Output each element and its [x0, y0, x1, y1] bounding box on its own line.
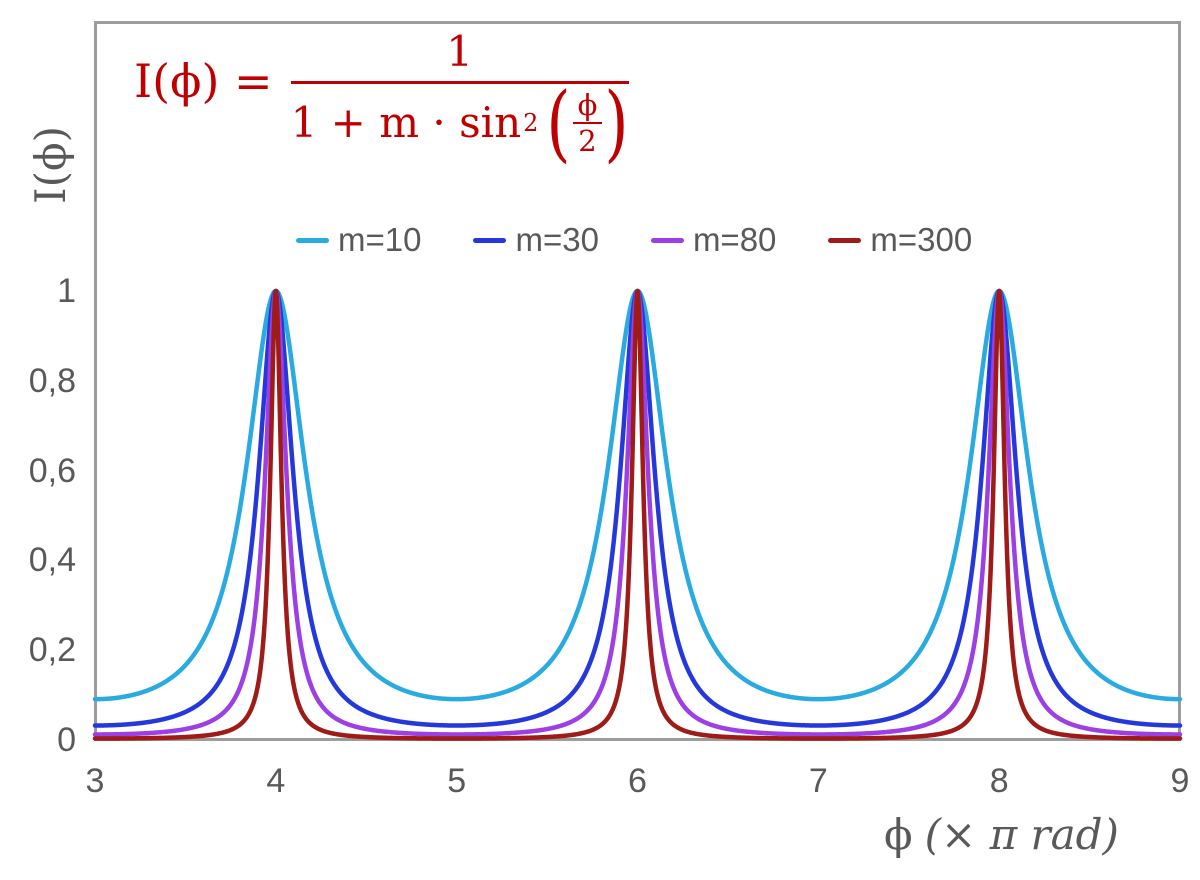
curve-m300 — [92, 288, 1183, 741]
x-tick-label: 9 — [1170, 762, 1190, 800]
formula-inner-fraction: ϕ 2 — [572, 89, 603, 158]
inner-numerator: ϕ — [572, 89, 603, 124]
legend-item-m30: m=30 — [473, 221, 599, 258]
formula-lhs: I(ϕ) = — [134, 54, 273, 108]
y-tick-label: 1 — [57, 272, 76, 310]
curve-m30 — [92, 288, 1183, 728]
legend-label: m=30 — [515, 221, 599, 258]
legend-item-m300: m=300 — [828, 222, 972, 258]
curve-m80 — [92, 288, 1183, 737]
formula-annotation: I(ϕ) = 1 1 + m · sin 2 ( ϕ 2 ) — [134, 27, 629, 172]
formula-numerator: 1 — [446, 27, 473, 76]
open-paren: ( — [546, 73, 571, 172]
formula-denominator: 1 + m · sin 2 ( ϕ 2 ) — [290, 73, 629, 172]
x-axis-title-unit: (× π rad) — [924, 810, 1119, 859]
y-axis-title: I(ϕ) — [25, 126, 75, 204]
legend-marker-icon — [828, 237, 862, 243]
y-tick-label: 0,8 — [28, 361, 76, 400]
curve-group — [92, 288, 1183, 741]
legend: m=10 m=30 m=80 m=300 — [296, 222, 972, 258]
y-tick-label: 0,6 — [28, 451, 76, 490]
x-tick-label: 6 — [628, 762, 647, 800]
formula-fraction: 1 1 + m · sin 2 ( ϕ 2 ) — [290, 27, 629, 172]
x-axis-title: ϕ (× π rad) — [884, 810, 1119, 859]
legend-item-m10: m=10 — [296, 222, 421, 258]
y-tick-label: 0,4 — [28, 541, 76, 580]
inner-denominator: 2 — [578, 124, 597, 158]
legend-label: m=10 — [338, 221, 422, 258]
x-tick-label: 7 — [808, 762, 828, 800]
plot-frame — [94, 21, 1181, 741]
x-tick-label: 4 — [266, 762, 286, 800]
x-tick-label: 8 — [989, 762, 1009, 800]
legend-marker-icon — [650, 237, 684, 243]
x-tick-label: 5 — [447, 762, 467, 800]
legend-marker-icon — [296, 237, 329, 243]
legend-label: m=80 — [692, 221, 777, 258]
x-axis-title-symbol: ϕ — [884, 810, 913, 859]
x-tick-label: 3 — [85, 762, 105, 800]
legend-marker-icon — [473, 237, 507, 243]
formula-denominator-text: 1 + m · sin — [290, 98, 522, 147]
y-tick-label: 0 — [57, 721, 76, 759]
close-paren: ) — [604, 73, 629, 172]
y-tick-label: 0,2 — [28, 631, 76, 670]
legend-label: m=300 — [870, 221, 973, 258]
legend-item-m80: m=80 — [650, 221, 777, 258]
